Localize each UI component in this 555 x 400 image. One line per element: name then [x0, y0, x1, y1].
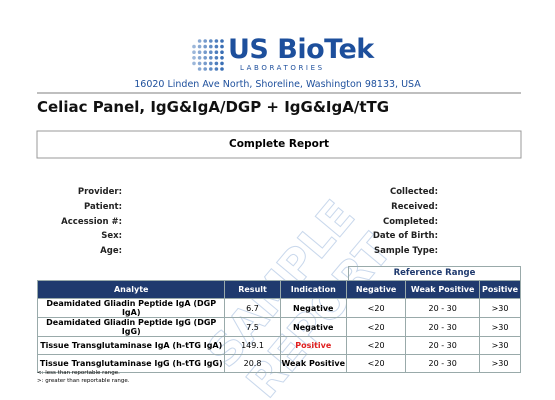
logo-dot: [203, 44, 207, 49]
logo-dot: [209, 61, 213, 66]
cell: 20 - 30: [405, 354, 481, 373]
cell: Tissue Transglutaminase IgA (h-tTG IgA): [36, 336, 226, 355]
title: Celiac Panel, IgG&IgA/DGP + IgG&IgA/tTG: [37, 98, 390, 116]
logo-dot: [192, 50, 196, 54]
logo-dot: [214, 39, 219, 43]
logo-dot: [192, 44, 196, 49]
logo-dot: [220, 50, 224, 54]
column-header: Weak Positive: [405, 280, 481, 299]
logo-dot: [203, 61, 207, 66]
field-label: Provider:: [77, 187, 122, 197]
logo-dot: [214, 67, 219, 71]
column-header: Negative: [345, 280, 407, 299]
cell: >30: [479, 354, 521, 373]
field-label: Received:: [391, 201, 438, 212]
logo-dot: [197, 61, 202, 66]
logo-dot: [214, 50, 219, 54]
logo-dot: [203, 67, 207, 71]
logo: US BioTek: [228, 34, 374, 65]
logo-dot: [192, 56, 196, 60]
cell: 149.1: [224, 336, 281, 355]
cell: <20: [345, 317, 407, 337]
field-label: Sex:: [101, 231, 122, 242]
logo-dot: [220, 67, 224, 71]
cell: 20 - 30: [405, 317, 481, 337]
logo-dot: [192, 61, 196, 66]
field-label: Sample Type:: [373, 246, 438, 257]
column-header: Indication: [279, 280, 347, 299]
logo-dot: [214, 61, 219, 66]
logo-dot: [220, 61, 224, 66]
logo-sub: LABORATORIES: [240, 64, 325, 72]
cell: <20: [345, 336, 407, 355]
cell: <20: [345, 354, 407, 373]
logo-dot: [220, 56, 224, 60]
cell: Weak Positive: [279, 354, 347, 373]
column-header: Analyte: [36, 280, 226, 299]
logo-dot: [209, 67, 213, 71]
cell: >30: [479, 336, 521, 355]
field-label: Collected:: [389, 187, 438, 197]
row: Tissue Transglutaminase IgG (h-tTG IgG) 2…: [36, 354, 521, 373]
logo-dot: [197, 44, 202, 49]
logo-dot: [203, 56, 207, 60]
cell: >30: [479, 298, 521, 318]
footnote: <: less than reportable range.: [37, 370, 120, 376]
cell: 20 - 30: [405, 298, 481, 318]
results-table: Analyte Result Indication Negative Weak Posi…: [36, 280, 521, 373]
cell: 7.5: [224, 317, 281, 337]
logo-dot: [209, 39, 213, 43]
field-label: Accession #:: [61, 216, 122, 227]
logo-dot: [214, 44, 219, 49]
footnote: >: greater than reportable range.: [37, 378, 130, 384]
logo-dot: [209, 44, 213, 49]
logo-dot: [203, 50, 207, 54]
cell: 20 - 30: [405, 336, 481, 355]
logo-dot: [214, 56, 219, 60]
logo-dot: [197, 56, 202, 60]
cell: 6.7: [224, 298, 281, 318]
address: 16020 Linden Ave North, Shoreline, Washi…: [134, 79, 421, 90]
field-label: Patient:: [84, 201, 122, 212]
row: Deamidated Gliadin Peptide IgG (DGP IgG)…: [36, 317, 521, 337]
cell: Positive: [279, 336, 347, 355]
cell: Negative: [279, 298, 347, 318]
logo-dot: [197, 50, 202, 54]
cell: >30: [479, 317, 521, 337]
field-label: Date of Birth:: [372, 231, 438, 242]
report-box: [36, 130, 522, 159]
cell: Negative: [279, 317, 347, 337]
column-header: Result: [224, 280, 281, 299]
logo-dot: [197, 39, 202, 43]
logo-dot: [209, 56, 213, 60]
field-label: Age:: [100, 246, 122, 257]
field-label: Completed:: [382, 216, 438, 227]
logo-dot: [197, 67, 202, 71]
logo-dot: [220, 44, 224, 49]
cell: Deamidated Gliadin Peptide IgA (DGP IgA): [36, 298, 226, 318]
row: Tissue Transglutaminase IgA (h-tTG IgA) 1…: [36, 336, 521, 355]
logo-dot: [209, 50, 213, 54]
logo-dot: [220, 39, 224, 43]
logo-dot: [203, 39, 207, 43]
cell: <20: [345, 298, 407, 318]
report-label: Complete Report: [228, 138, 330, 150]
group-header: Reference Range: [348, 266, 521, 280]
logo-dots: [192, 39, 224, 71]
cell: 20.8: [224, 354, 281, 373]
cell: Deamidated Gliadin Peptide IgG (DGP IgG): [36, 317, 226, 337]
column-header: Positive: [479, 280, 521, 299]
row: Deamidated Gliadin Peptide IgA (DGP IgA)…: [36, 298, 521, 318]
